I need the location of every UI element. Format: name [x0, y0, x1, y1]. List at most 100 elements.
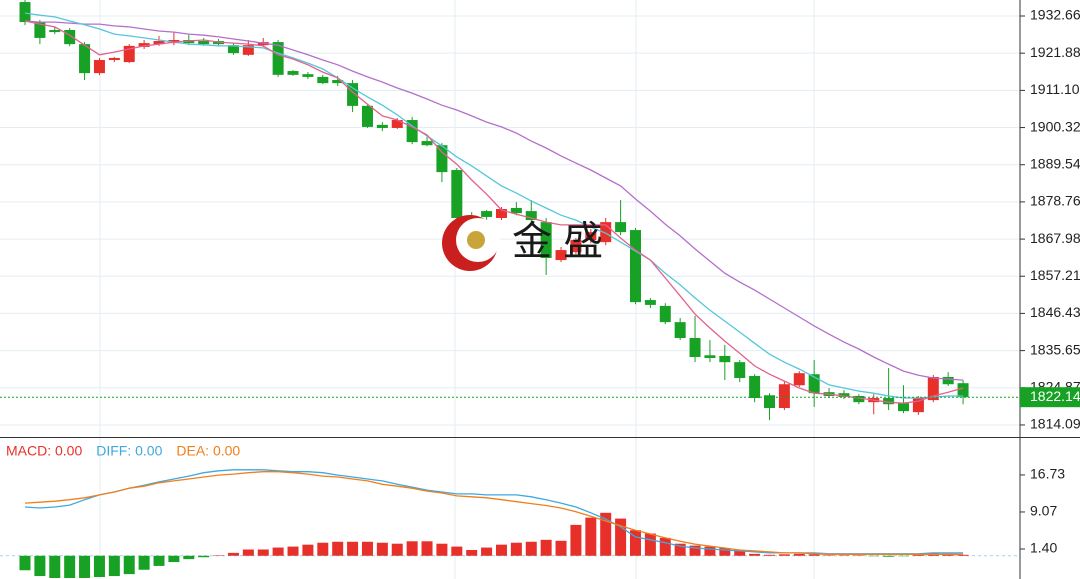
- macd-bar: [64, 555, 76, 578]
- candle-body: [436, 145, 448, 173]
- candle-body: [778, 384, 790, 409]
- candle-body: [451, 170, 463, 218]
- candle-body: [570, 240, 582, 253]
- macd-bar: [495, 544, 507, 556]
- candle-body: [421, 141, 433, 146]
- logo-ball: [467, 231, 485, 249]
- candle-body: [317, 76, 329, 84]
- candle-body: [629, 230, 641, 303]
- macd-bar: [883, 555, 895, 557]
- macd-bar: [436, 543, 448, 556]
- macd-bar: [764, 554, 775, 556]
- macd-bar: [689, 545, 701, 556]
- macd-bar: [615, 518, 627, 556]
- macd-bar: [272, 547, 284, 556]
- candle-body: [153, 41, 165, 45]
- candle-body: [302, 74, 314, 77]
- macd-bar: [49, 555, 61, 578]
- y-tick-label: 1835.65: [1030, 341, 1080, 357]
- macd-bar: [421, 541, 433, 556]
- macd-bar: [644, 533, 656, 556]
- macd-bar: [808, 554, 820, 556]
- candle-body: [525, 211, 537, 221]
- macd-bar: [257, 549, 269, 556]
- macd-bar: [451, 546, 463, 556]
- candle-body: [764, 395, 775, 409]
- candle-body: [93, 60, 105, 74]
- candle-body: [942, 376, 954, 385]
- y-tick-label: 1889.54: [1030, 155, 1080, 171]
- candle-body: [227, 45, 239, 54]
- legend-entry: DEA: 0.00: [176, 443, 240, 459]
- candle-body: [838, 393, 850, 397]
- macd-bar: [376, 542, 388, 556]
- macd-bar: [793, 553, 805, 556]
- candle-body: [376, 124, 388, 128]
- legend-entry: MACD: 0.00: [6, 443, 82, 459]
- macd-bar: [93, 555, 105, 578]
- macd-bar: [198, 555, 210, 558]
- y-tick-label: 16.73: [1030, 466, 1065, 482]
- candle-body: [674, 322, 686, 339]
- macd-bar: [406, 541, 418, 556]
- candle-body: [540, 222, 552, 258]
- macd-bar: [287, 546, 299, 556]
- candle-body: [644, 300, 656, 305]
- candle-body: [808, 374, 820, 394]
- macd-bar: [391, 543, 403, 556]
- line: [24, 471, 964, 555]
- candle-body: [361, 105, 373, 127]
- macd-bar: [719, 548, 731, 556]
- macd-bar: [704, 546, 716, 556]
- y-tick-label: 1878.76: [1030, 193, 1080, 209]
- candle-body: [585, 232, 597, 241]
- y-tick-label: 1846.43: [1030, 304, 1080, 320]
- macd-bar: [525, 541, 537, 556]
- y-tick-label: 1911.10: [1030, 81, 1080, 97]
- macd-bar: [674, 543, 686, 556]
- overlay-layer: 1814.091824.871835.651846.431857.211867.…: [0, 7, 1080, 556]
- candle-body: [495, 209, 507, 218]
- line: [24, 12, 964, 399]
- candle-body: [898, 403, 910, 412]
- macd-bar: [153, 555, 165, 566]
- watermark: 金 盛: [442, 215, 603, 271]
- macd-bar: [912, 554, 924, 556]
- candle-body: [123, 45, 135, 63]
- candle-body: [34, 22, 46, 38]
- macd-bar: [19, 555, 31, 571]
- macd-bar: [108, 555, 120, 577]
- macd-bar: [168, 555, 180, 563]
- macd-bar: [659, 537, 671, 556]
- macd-bar: [957, 554, 969, 556]
- macd-bar: [34, 555, 46, 577]
- candle-body: [719, 355, 731, 363]
- y-tick-label: 9.07: [1030, 503, 1057, 519]
- macd-bar: [510, 542, 522, 556]
- candle-body: [793, 373, 805, 386]
- macd-bar: [570, 524, 582, 556]
- macd-bar: [540, 539, 552, 556]
- macd-bar: [466, 549, 478, 556]
- candle-body: [689, 338, 701, 357]
- macd-bar: [317, 542, 329, 556]
- candle-body: [481, 211, 493, 217]
- y-tick-label: 1921.88: [1030, 44, 1080, 60]
- y-tick-label: 1932.66: [1030, 7, 1080, 23]
- macd-bar: [302, 544, 314, 556]
- candle-body: [749, 375, 761, 399]
- candle-body: [734, 362, 746, 379]
- macd-bar: [183, 555, 195, 560]
- candle-body: [927, 376, 939, 401]
- watermark-text: 金 盛: [512, 220, 603, 264]
- candle-body: [615, 222, 627, 233]
- macd-bar: [600, 512, 612, 556]
- macd-bar: [778, 554, 790, 556]
- current-price-box: [1020, 387, 1080, 408]
- line: [24, 20, 964, 381]
- candle-body: [912, 398, 924, 413]
- candle-body: [704, 355, 716, 359]
- macd-bar: [79, 555, 91, 578]
